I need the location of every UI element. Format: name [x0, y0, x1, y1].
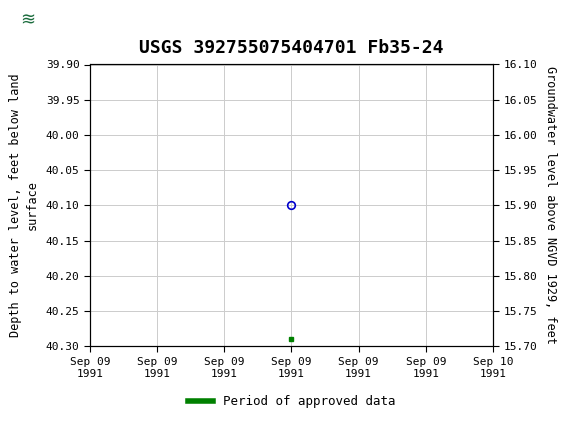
Y-axis label: Groundwater level above NGVD 1929, feet: Groundwater level above NGVD 1929, feet — [544, 66, 557, 344]
Y-axis label: Depth to water level, feet below land
surface: Depth to water level, feet below land su… — [9, 74, 39, 337]
FancyBboxPatch shape — [3, 3, 52, 40]
Text: USGS: USGS — [61, 12, 125, 31]
Legend: Period of approved data: Period of approved data — [183, 390, 400, 413]
Title: USGS 392755075404701 Fb35-24: USGS 392755075404701 Fb35-24 — [139, 40, 444, 57]
Text: ≋: ≋ — [20, 12, 35, 30]
